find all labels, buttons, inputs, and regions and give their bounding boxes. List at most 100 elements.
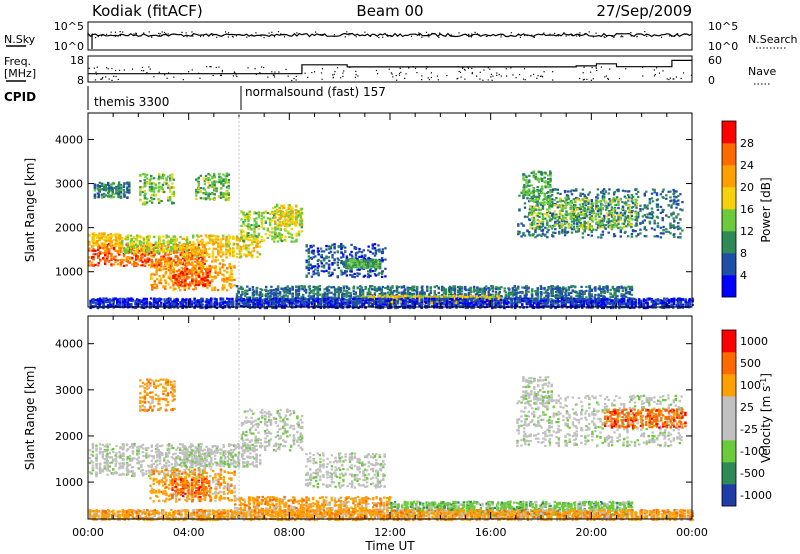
range-cell <box>500 286 503 289</box>
range-cell <box>249 252 252 255</box>
range-cell <box>159 277 163 280</box>
range-cell <box>164 271 168 274</box>
range-cell <box>167 175 170 178</box>
range-cell <box>155 269 159 272</box>
range-cell <box>153 280 156 283</box>
nave-point <box>476 75 478 77</box>
range-cell <box>416 285 419 289</box>
range-cell <box>98 234 101 237</box>
range-cell <box>179 260 182 263</box>
nsearch-point <box>346 31 348 33</box>
range-cell <box>93 196 97 199</box>
nsearch-point <box>382 36 384 38</box>
range-cell <box>222 180 225 183</box>
range-cell <box>194 260 197 263</box>
range-cell <box>300 207 304 210</box>
range-cell <box>205 242 208 245</box>
range-cell <box>377 244 380 247</box>
nave-point <box>94 79 97 81</box>
range-cell <box>205 252 208 255</box>
range-cell <box>252 247 256 250</box>
nsearch-point <box>557 35 559 37</box>
nave-point <box>462 67 464 69</box>
range-cell <box>126 251 130 255</box>
range-cell <box>556 296 559 299</box>
range-cell <box>135 242 138 245</box>
range-cell <box>369 260 373 263</box>
freq-series <box>88 59 693 82</box>
range-cell <box>384 292 387 295</box>
range-cell <box>349 294 352 297</box>
range-cell <box>279 227 282 230</box>
range-cell <box>170 250 173 253</box>
range-cell <box>310 296 313 299</box>
range-cell <box>170 268 174 271</box>
range-cell <box>227 184 230 187</box>
range-cell <box>211 276 214 279</box>
range-cell <box>130 241 133 244</box>
range-cell <box>206 286 209 289</box>
range-cell <box>150 194 154 197</box>
nave-point <box>148 66 150 68</box>
range-cell <box>128 261 131 264</box>
range-cell <box>217 238 220 241</box>
range-cell <box>551 294 554 298</box>
range-cell <box>384 275 387 278</box>
range-cell <box>104 249 107 252</box>
range-cell <box>115 234 118 237</box>
range-cell <box>221 286 224 289</box>
range-cell <box>288 232 291 235</box>
range-cell <box>369 291 372 294</box>
range-cell <box>167 275 170 278</box>
nsearch-point <box>227 36 229 38</box>
range-cell <box>141 253 144 256</box>
range-cell <box>251 256 254 259</box>
range-cell <box>185 267 189 270</box>
range-cell <box>354 247 358 250</box>
range-cell <box>112 186 116 190</box>
range-cell <box>169 266 172 270</box>
range-cell <box>200 259 203 262</box>
range-cell <box>215 189 218 192</box>
range-cell <box>240 224 243 227</box>
range-cell <box>198 271 201 274</box>
range-cell <box>181 273 184 276</box>
range-cell <box>121 239 124 242</box>
range-cell <box>99 250 102 254</box>
nsearch-point <box>370 35 372 37</box>
range-cell <box>104 254 107 257</box>
range-cell <box>185 257 188 260</box>
range-cell <box>152 188 156 191</box>
range-cell <box>169 258 173 261</box>
range-cell <box>280 215 283 218</box>
range-cell <box>248 288 251 291</box>
nave-point <box>591 67 593 69</box>
freq-tick-bottom: 8 <box>77 74 84 87</box>
range-cell <box>156 246 159 249</box>
range-cell <box>262 227 266 230</box>
range-cell <box>167 243 170 246</box>
range-cell <box>119 191 123 194</box>
range-cell <box>366 266 369 269</box>
range-cell <box>102 258 105 261</box>
nsearch-point <box>158 32 160 34</box>
nave-point <box>583 66 585 68</box>
range-cell <box>139 199 142 202</box>
range-cell <box>351 274 354 277</box>
nave-point <box>500 75 502 77</box>
range-cell <box>329 250 333 253</box>
range-cell <box>340 259 343 263</box>
nave-point <box>168 72 170 74</box>
range-cell <box>160 247 163 250</box>
range-cell <box>133 262 136 265</box>
range-cell <box>158 246 161 249</box>
nsearch-point <box>185 32 187 34</box>
range-cell <box>350 243 353 246</box>
nave-point <box>463 68 466 70</box>
range-cell <box>333 247 336 250</box>
range-cell <box>223 278 226 281</box>
range-cell <box>255 217 258 220</box>
cpid-segment-0: themis 3300 <box>94 95 169 109</box>
range-cell <box>106 255 109 258</box>
range-cell <box>155 270 158 274</box>
